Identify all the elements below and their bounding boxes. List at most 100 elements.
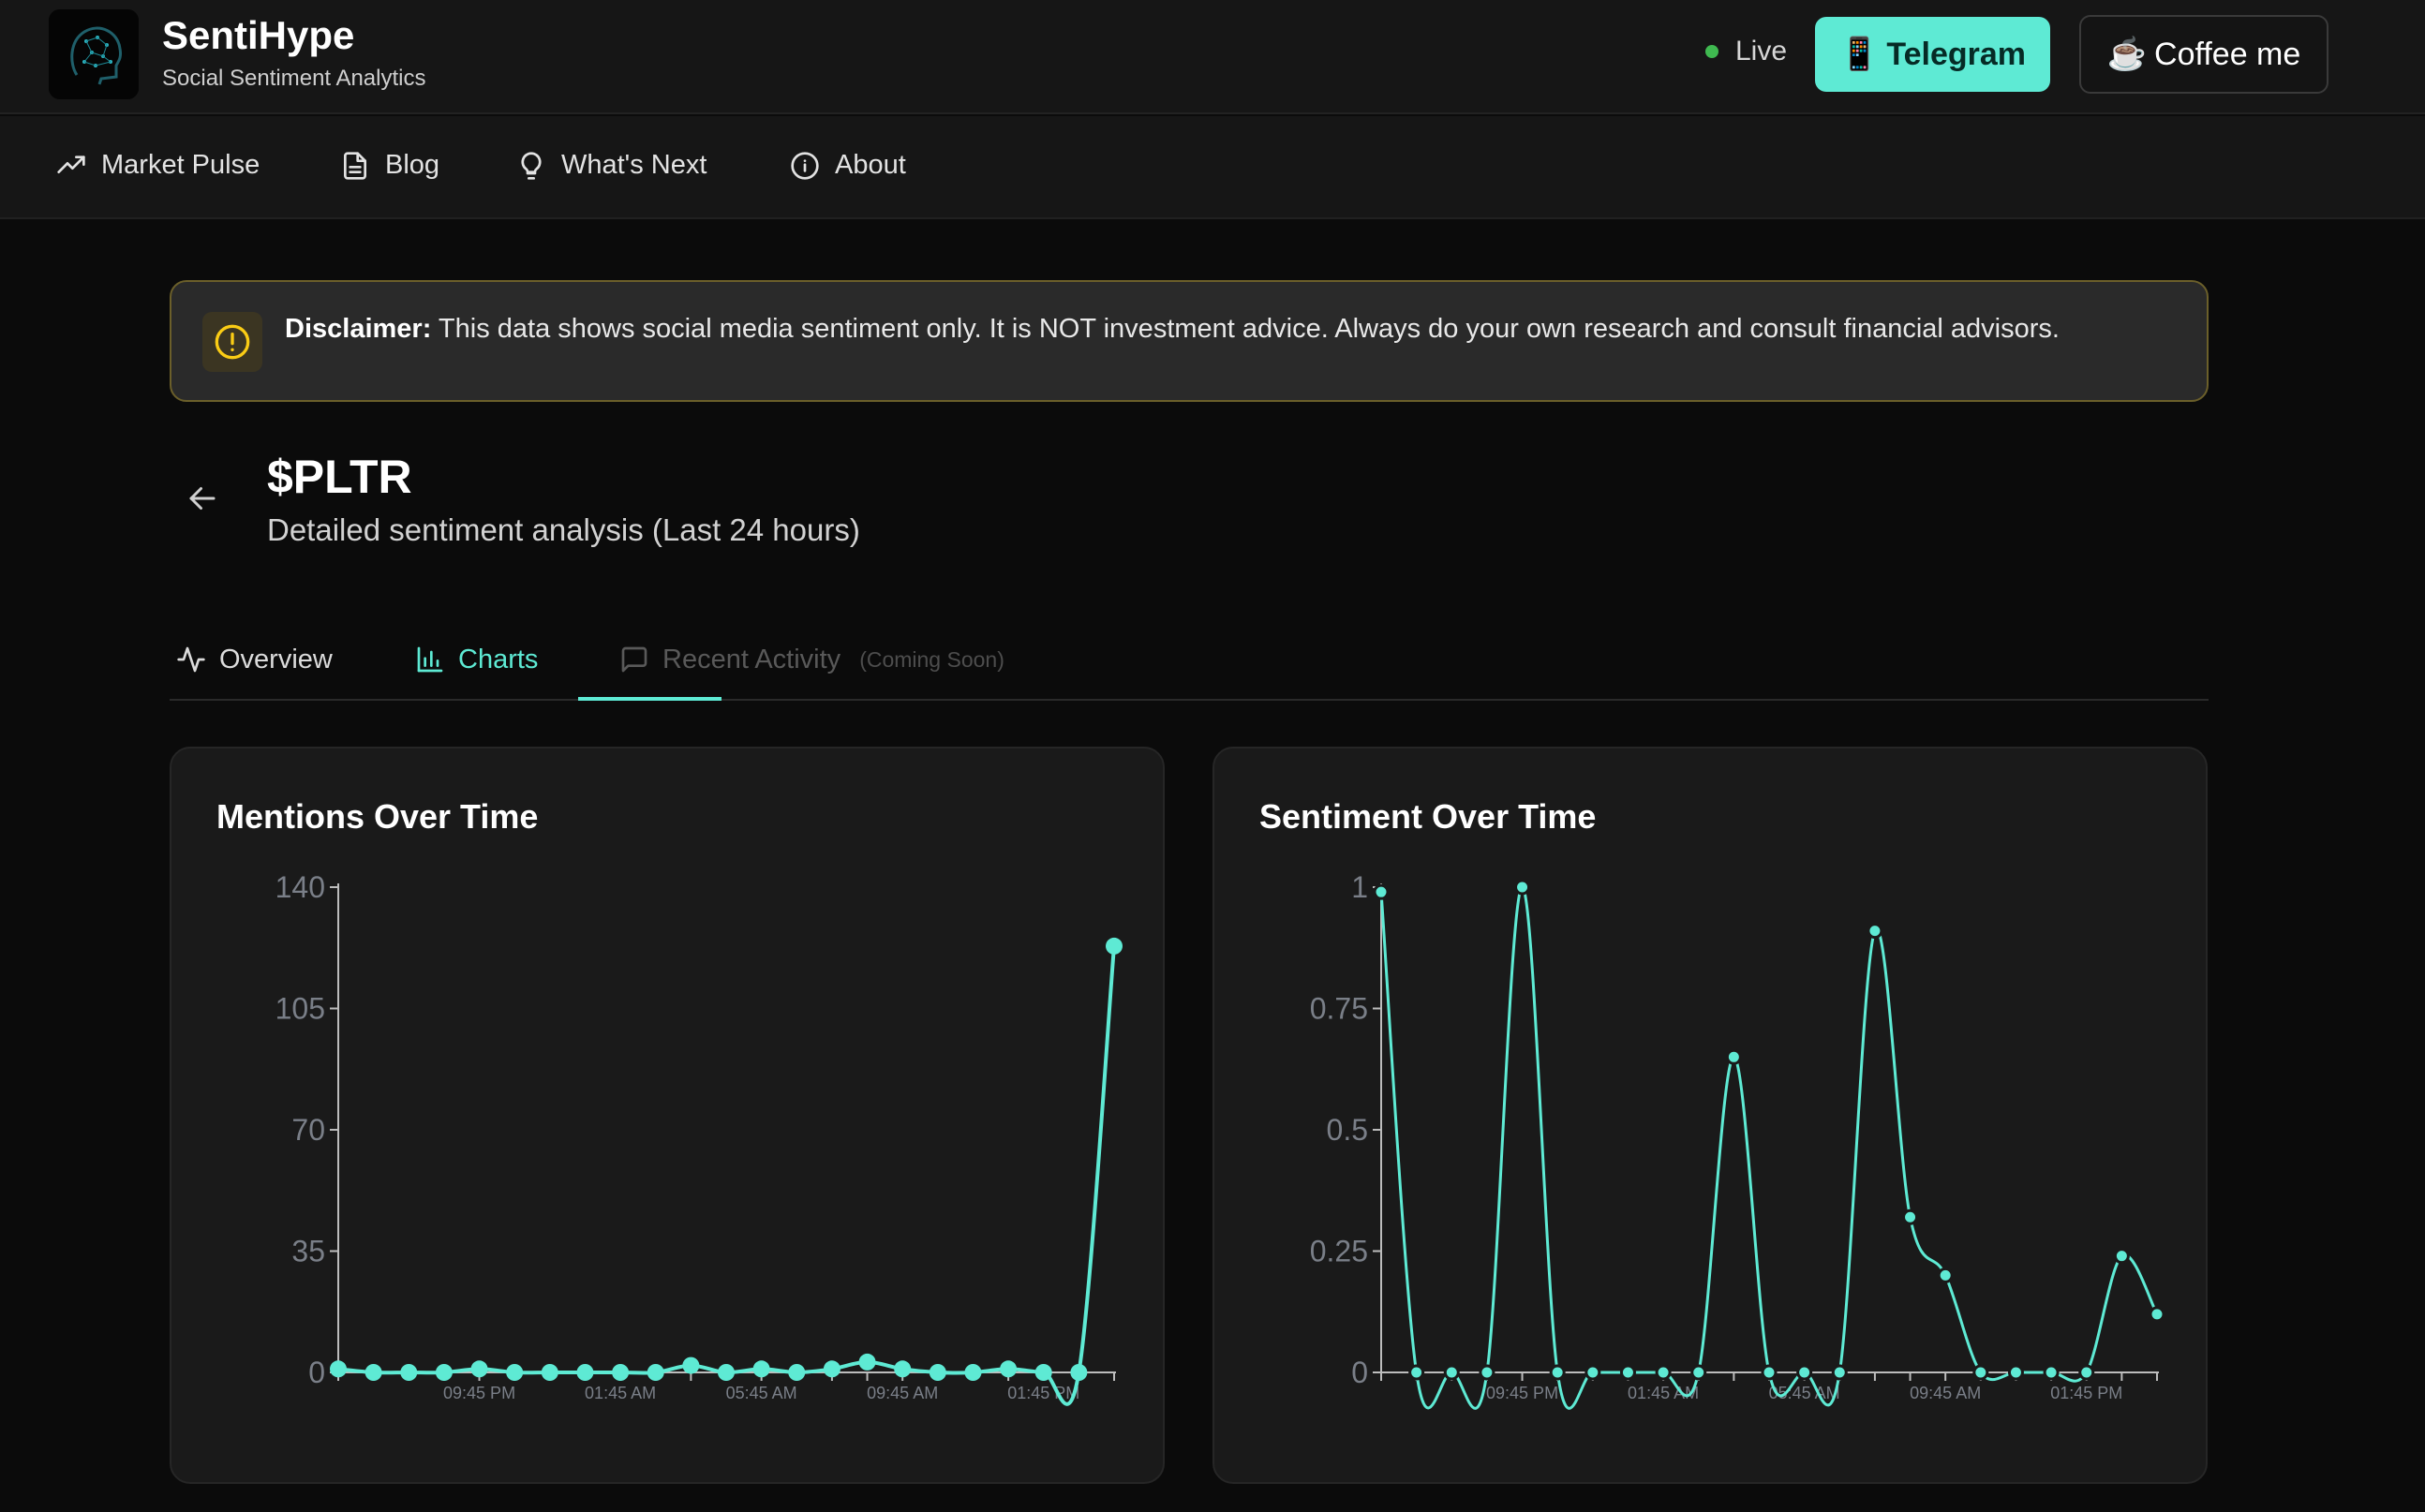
page-subtitle: Detailed sentiment analysis (Last 24 hou… <box>267 512 860 547</box>
tab-overview[interactable]: Overview <box>176 618 333 701</box>
data-point[interactable] <box>1549 1364 1566 1381</box>
data-point[interactable] <box>364 1364 382 1381</box>
data-point[interactable] <box>894 1360 912 1378</box>
tab-recent-activity[interactable]: Recent Activity (Coming Soon) <box>619 618 1004 701</box>
coming-soon-badge: (Coming Soon) <box>859 646 1004 672</box>
data-point[interactable] <box>1373 883 1390 900</box>
data-point[interactable] <box>541 1364 558 1381</box>
data-point[interactable] <box>1479 1364 1495 1381</box>
series-line <box>1379 885 2159 1410</box>
brand-logo[interactable] <box>49 9 139 99</box>
disclaimer-text: Disclaimer: This data shows social media… <box>285 314 2060 345</box>
data-point[interactable] <box>1655 1364 1672 1381</box>
x-tick-label: 05:45 AM <box>1769 1384 1840 1402</box>
data-point[interactable] <box>1000 1360 1018 1378</box>
data-point[interactable] <box>2043 1364 2060 1381</box>
data-point[interactable] <box>1106 937 1123 955</box>
sentiment-chart: 0 0.25 0.5 0.75 1 09:45 PM 01:45 AM 05:45 AM 09:… <box>1310 870 2165 1410</box>
tab-label: Charts <box>458 644 539 674</box>
nav-item-blog[interactable]: Blog <box>340 150 439 181</box>
y-tick-label: 35 <box>291 1235 325 1268</box>
disclaimer-body: This data shows social media sentiment o… <box>438 314 2060 344</box>
data-point[interactable] <box>1443 1364 1460 1381</box>
data-point[interactable] <box>506 1364 524 1381</box>
message-icon <box>621 646 647 673</box>
back-arrow-icon[interactable] <box>186 482 219 515</box>
data-point[interactable] <box>2078 1364 2095 1381</box>
brand-subtitle: Social Sentiment Analytics <box>162 66 426 91</box>
data-point[interactable] <box>1034 1364 1052 1381</box>
x-tick-label: 09:45 PM <box>1486 1384 1558 1402</box>
x-tick-label: 01:45 AM <box>1628 1384 1699 1402</box>
x-tick-label: 01:45 PM <box>2050 1384 2122 1402</box>
data-point[interactable] <box>1584 1364 1601 1381</box>
telegram-button[interactable]: 📱 Telegram <box>1815 17 2050 92</box>
data-point[interactable] <box>1867 923 1883 940</box>
data-point[interactable] <box>823 1360 841 1378</box>
chart-title: Mentions Over Time <box>216 797 539 836</box>
nav-label: Blog <box>385 150 440 180</box>
live-dot-icon <box>1705 45 1718 58</box>
bar-chart-icon <box>417 646 443 673</box>
data-point[interactable] <box>1619 1364 1636 1381</box>
data-point[interactable] <box>858 1353 876 1371</box>
data-point[interactable] <box>2149 1306 2165 1323</box>
data-point[interactable] <box>1514 879 1531 896</box>
coffee-button[interactable]: ☕ Coffee me <box>2079 15 2328 94</box>
data-point[interactable] <box>788 1364 806 1381</box>
tab-charts[interactable]: Charts <box>415 618 538 701</box>
data-point[interactable] <box>929 1364 946 1381</box>
active-tab-indicator <box>578 697 722 701</box>
data-point[interactable] <box>1972 1364 1989 1381</box>
y-tick-label: 0 <box>1351 1356 1368 1389</box>
data-point[interactable] <box>2113 1248 2130 1265</box>
sentiment-chart-card: Sentiment Over Time 0 0.25 0.5 0.75 1 09:45 P… <box>1212 747 2208 1484</box>
y-tick-label: 140 <box>275 870 325 904</box>
data-point[interactable] <box>400 1364 418 1381</box>
data-point[interactable] <box>1690 1364 1707 1381</box>
data-point[interactable] <box>330 1360 347 1378</box>
data-point[interactable] <box>1831 1364 1848 1381</box>
y-tick-label: 0.75 <box>1310 992 1368 1026</box>
x-tick-label: 01:45 AM <box>585 1384 656 1402</box>
data-point[interactable] <box>682 1356 700 1374</box>
nav-item-about[interactable]: About <box>790 150 906 181</box>
y-tick-label: 70 <box>291 1113 325 1147</box>
data-point[interactable] <box>1408 1364 1425 1381</box>
x-tick-label: 09:45 PM <box>443 1384 515 1402</box>
coffee-label: Coffee me <box>2154 36 2301 72</box>
data-point[interactable] <box>752 1360 770 1378</box>
live-indicator: Live <box>1705 36 1787 67</box>
nav-item-whats-next[interactable]: What's Next <box>516 150 707 181</box>
data-point[interactable] <box>576 1364 594 1381</box>
data-point[interactable] <box>1761 1364 1778 1381</box>
page-title: $PLTR <box>267 451 412 503</box>
data-point[interactable] <box>1725 1048 1742 1065</box>
coffee-icon: ☕ <box>2106 37 2148 72</box>
x-tick-label: 09:45 AM <box>1910 1384 1981 1402</box>
data-point[interactable] <box>470 1360 488 1378</box>
main-nav: Market Pulse Blog What's Next About <box>0 116 2425 219</box>
disclaimer-banner: Disclaimer: This data shows social media… <box>170 280 2209 402</box>
tab-label: Recent Activity <box>662 644 841 674</box>
data-point[interactable] <box>1070 1364 1088 1381</box>
data-point[interactable] <box>612 1364 630 1381</box>
x-tick-label: 05:45 AM <box>726 1384 797 1402</box>
telegram-label: Telegram <box>1886 36 2026 72</box>
data-point[interactable] <box>1937 1267 1954 1283</box>
data-point[interactable] <box>1902 1208 1919 1225</box>
nav-item-market-pulse[interactable]: Market Pulse <box>56 150 260 181</box>
x-tick-label: 01:45 PM <box>1007 1384 1079 1402</box>
mentions-chart-card: Mentions Over Time 0 35 70 105 140 09:45 PM 01… <box>170 747 1165 1484</box>
data-point[interactable] <box>435 1364 453 1381</box>
brain-head-icon <box>49 9 139 99</box>
nav-label: About <box>835 150 906 180</box>
data-point[interactable] <box>1796 1364 1813 1381</box>
data-point[interactable] <box>647 1364 664 1381</box>
tab-bar: Overview Charts Recent Activity (Coming … <box>170 618 2209 701</box>
lightbulb-icon <box>521 151 542 180</box>
data-point[interactable] <box>2007 1364 2024 1381</box>
phone-icon: 📱 <box>1839 37 1880 72</box>
data-point[interactable] <box>964 1364 982 1381</box>
data-point[interactable] <box>718 1364 735 1381</box>
